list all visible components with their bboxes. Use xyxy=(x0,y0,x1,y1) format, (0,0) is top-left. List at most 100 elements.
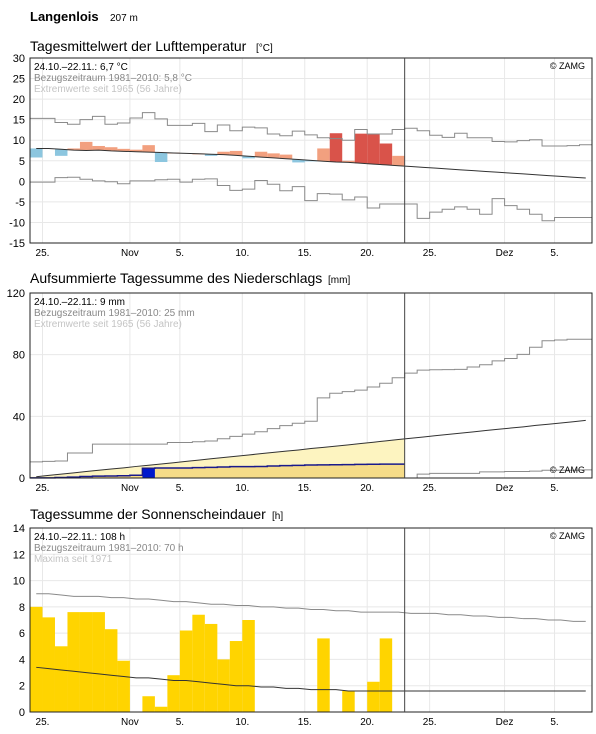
temperature-anomaly-bar xyxy=(242,156,255,159)
sunshine-bar xyxy=(67,612,80,712)
sunshine-panel: Tagessumme der Sonnenscheindauer [h] 024… xyxy=(13,506,593,728)
y-tick-label: 0 xyxy=(19,473,25,485)
x-tick-label: 15. xyxy=(298,717,312,728)
sunshine-bar xyxy=(54,646,68,712)
y-tick-label: -15 xyxy=(9,238,25,250)
precipitation-unit: [mm] xyxy=(328,275,350,286)
temperature-anomaly-bar xyxy=(154,152,168,163)
x-tick-label: 25. xyxy=(36,248,50,259)
temperature-anomaly-bar xyxy=(292,159,305,163)
x-tick-label: Nov xyxy=(121,483,139,494)
copyright-label: © ZAMG xyxy=(550,531,585,541)
temperature-anomaly-bar xyxy=(367,133,380,165)
x-tick-label: 25. xyxy=(423,483,437,494)
sunshine-bar xyxy=(367,681,380,712)
y-tick-label: 6 xyxy=(19,628,25,640)
legend-entry-1: 24.10.–22.11.: 108 h xyxy=(34,532,125,543)
actual-precip-area xyxy=(30,464,405,478)
y-tick-label: 0 xyxy=(19,176,25,188)
temperature-anomaly-bar xyxy=(217,151,230,155)
x-tick-label: Nov xyxy=(121,717,139,728)
y-tick-label: 14 xyxy=(13,523,25,535)
legend-entry-2: Bezugszeitraum 1981–2010: 5,8 °C xyxy=(34,73,192,84)
x-tick-label: 5. xyxy=(550,717,558,728)
sunshine-bar xyxy=(379,638,393,712)
x-tick-label: 25. xyxy=(36,717,50,728)
x-tick-label: 10. xyxy=(235,483,249,494)
temperature-anomaly-bar xyxy=(329,133,343,163)
temperature-anomaly-bar xyxy=(317,148,330,162)
legend-entry-1: 24.10.–22.11.: 6,7 °C xyxy=(34,62,128,73)
sunshine-bar xyxy=(242,620,255,712)
station-elevation: 207 m xyxy=(110,13,138,24)
x-tick-label: 20. xyxy=(360,483,374,494)
y-tick-label: 10 xyxy=(13,576,25,588)
x-tick-label: Nov xyxy=(121,248,139,259)
sunshine-bar xyxy=(30,606,43,712)
temperature-anomaly-bar xyxy=(142,145,155,153)
sunshine-bar xyxy=(154,706,168,712)
temperature-anomaly-bar xyxy=(279,154,293,159)
sunshine-bar xyxy=(142,696,155,712)
y-tick-label: 10 xyxy=(13,135,25,147)
sunshine-bar xyxy=(117,660,130,712)
plot-frame xyxy=(29,527,593,713)
normal-sunshine-line xyxy=(36,666,586,692)
y-tick-label: 120 xyxy=(7,288,25,300)
temperature-anomaly-bar xyxy=(379,143,393,165)
y-tick-label: -10 xyxy=(9,217,25,229)
normal-cumulative-line xyxy=(36,419,586,478)
sunshine-bar xyxy=(317,638,330,712)
sunshine-unit: [h] xyxy=(272,511,283,522)
legend-entry-1: 24.10.–22.11.: 9 mm xyxy=(34,297,125,308)
sunshine-bar xyxy=(217,659,230,712)
temperature-anomaly-bar xyxy=(392,155,405,166)
legend-entry-3: Maxima seit 1971 xyxy=(34,554,113,565)
temperature-anomaly-bar xyxy=(254,151,268,158)
sunshine-bar xyxy=(192,614,205,712)
max-cumulative-line xyxy=(30,338,592,463)
sunshine-bar xyxy=(229,641,243,712)
y-tick-label: 12 xyxy=(13,549,25,561)
sunshine-bar xyxy=(79,612,93,712)
sunshine-title: Tagessumme der Sonnenscheindauer xyxy=(30,506,266,522)
precip-event-bar xyxy=(142,468,155,478)
y-tick-label: 4 xyxy=(19,654,25,666)
y-tick-label: 20 xyxy=(13,94,25,106)
temperature-title: Tagesmittelwert der Lufttemperatur xyxy=(30,38,247,54)
y-tick-label: 15 xyxy=(13,115,25,127)
y-tick-label: 5 xyxy=(19,156,25,168)
legend-entry-2: Bezugszeitraum 1981–2010: 70 h xyxy=(34,543,184,554)
legend-entry-3: Extremwerte seit 1965 (56 Jahre) xyxy=(34,84,182,95)
y-tick-label: 40 xyxy=(13,411,25,423)
sunshine-bar xyxy=(179,630,193,712)
actual-cumulative-line xyxy=(30,463,405,479)
plot-frame xyxy=(29,292,593,479)
temperature-anomaly-bar xyxy=(67,148,80,151)
temperature-anomaly-bar xyxy=(92,145,105,151)
station-name: Langenlois xyxy=(30,9,99,24)
x-tick-label: Dez xyxy=(496,483,514,494)
temperature-anomaly-bar xyxy=(342,160,355,163)
normal-line xyxy=(36,147,586,179)
temperature-anomaly-bar xyxy=(204,154,218,156)
plot-frame xyxy=(29,57,593,244)
x-tick-label: 5. xyxy=(176,248,184,259)
x-tick-label: 25. xyxy=(423,717,437,728)
sunshine-bar xyxy=(92,612,105,712)
sunshine-bar xyxy=(42,617,55,712)
temperature-panel: Tagesmittelwert der Lufttemperatur [°C] … xyxy=(9,38,593,259)
sunshine-bar xyxy=(204,623,218,712)
max-extreme-line xyxy=(30,112,592,147)
x-tick-label: 15. xyxy=(298,483,312,494)
y-tick-label: 25 xyxy=(13,74,25,86)
x-tick-label: 5. xyxy=(176,483,184,494)
temperature-anomaly-bar xyxy=(54,149,68,156)
sunshine-bar xyxy=(104,629,118,712)
temperature-anomaly-bar xyxy=(104,147,118,151)
legend-entry-3: Extremwerte seit 1965 (56 Jahre) xyxy=(34,319,182,330)
x-tick-label: Dez xyxy=(496,248,514,259)
y-tick-label: 30 xyxy=(13,53,25,65)
